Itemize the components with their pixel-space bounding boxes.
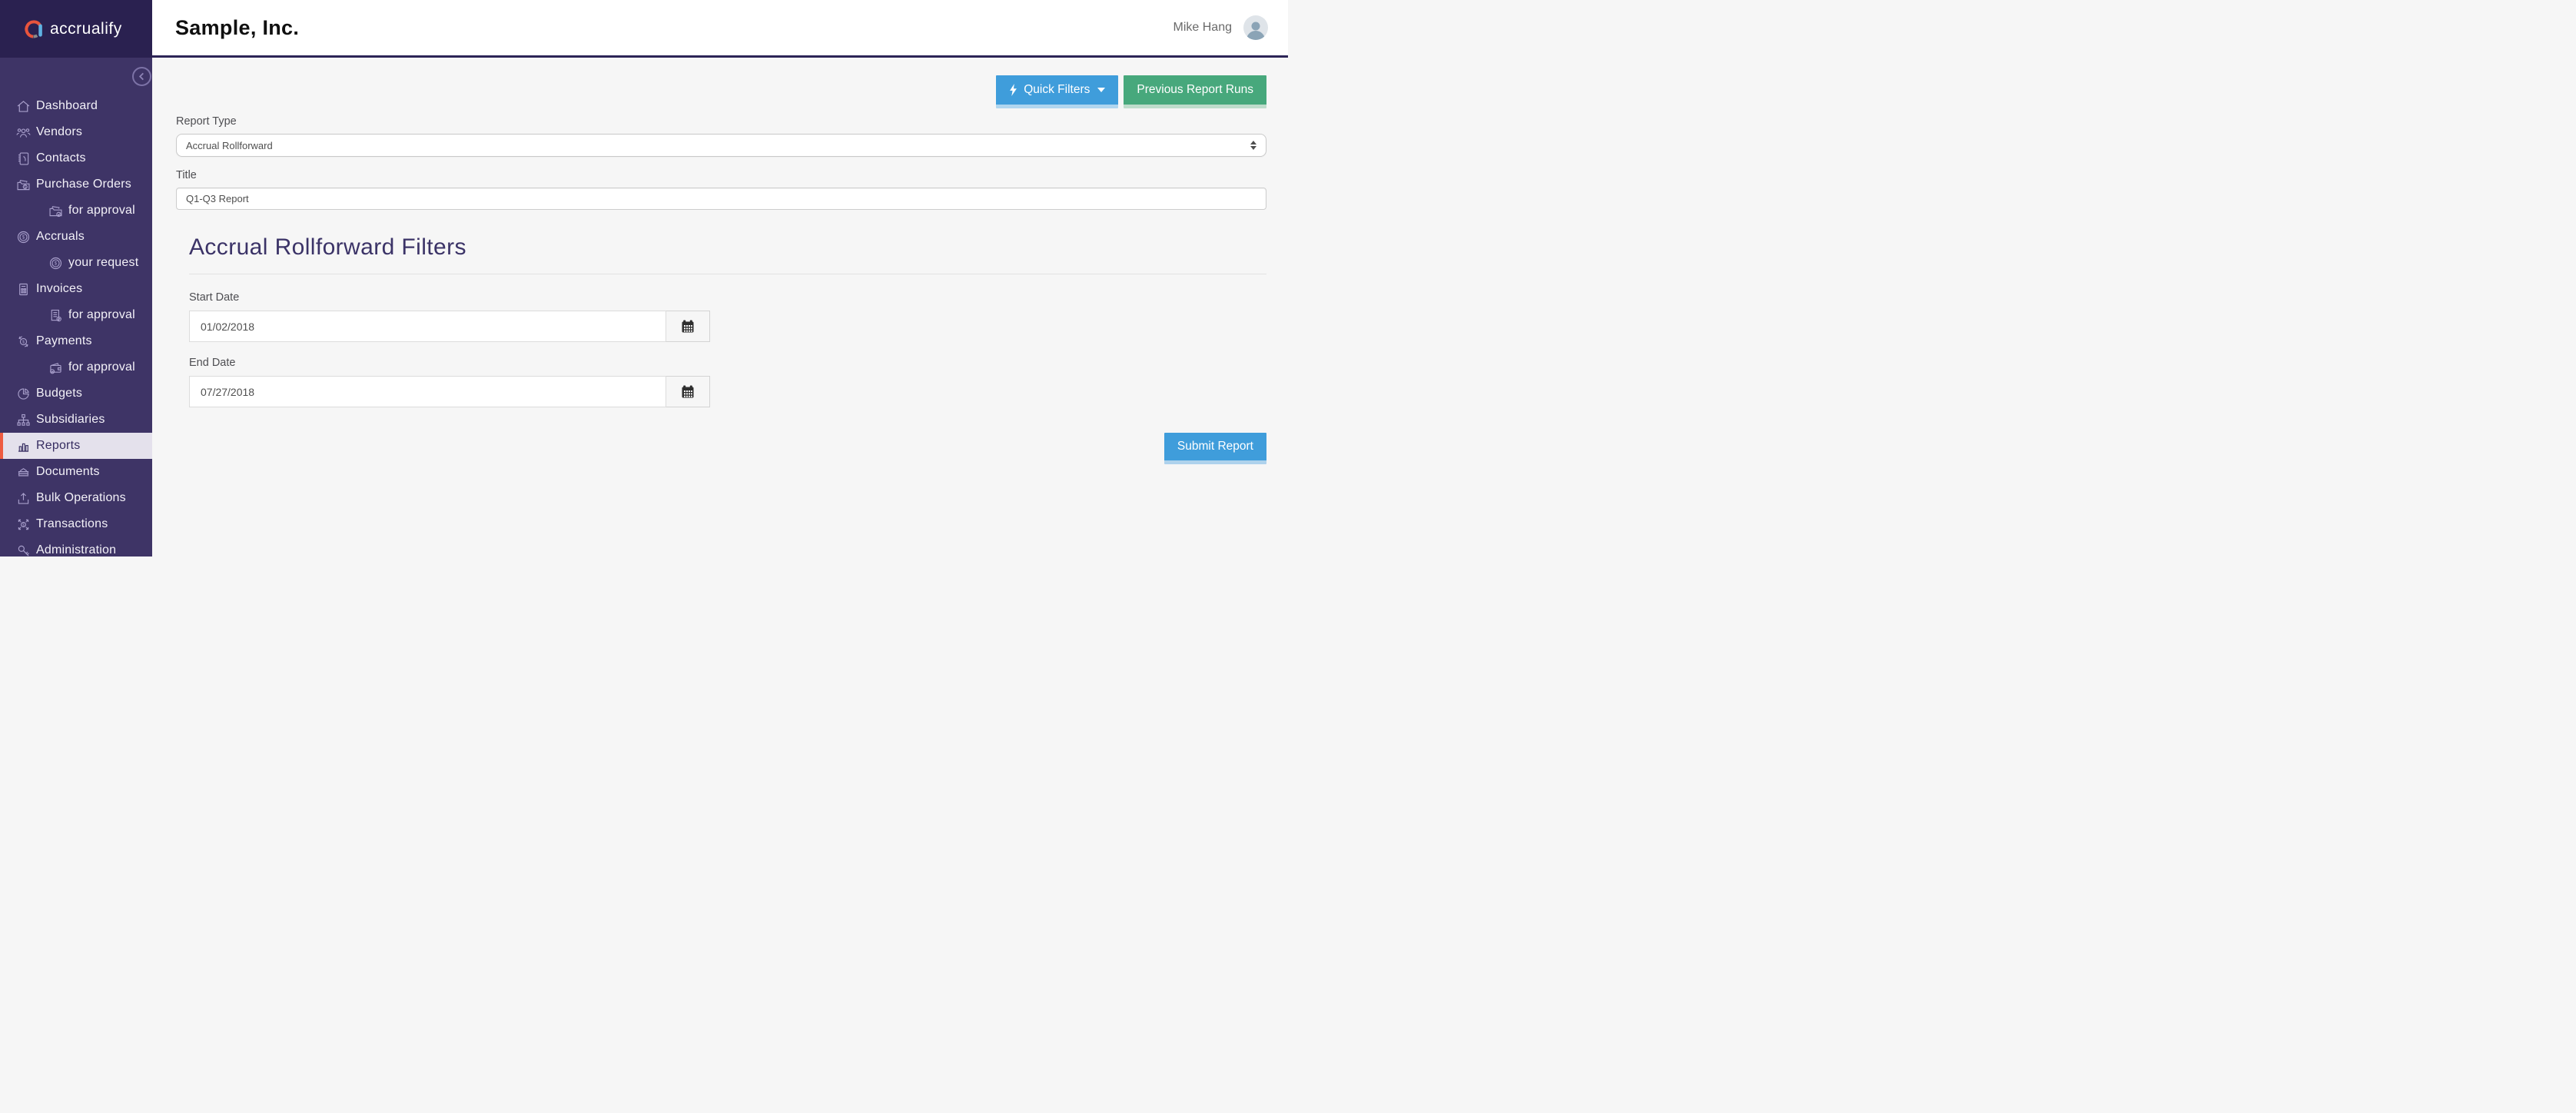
top-header: Sample, Inc. Mike Hang (152, 0, 1288, 58)
sidebar-item-label: Purchase Orders (36, 178, 131, 191)
sidebar-item-label: Accruals (36, 230, 85, 243)
sidebar-item-label: for approval (68, 204, 135, 217)
sidebar-item-invoices-for-approval[interactable]: for approval (0, 302, 152, 328)
report-type-select[interactable]: Accrual Rollforward (176, 134, 1266, 157)
svg-text:$: $ (24, 184, 26, 189)
purchase-folder-icon: $ (15, 177, 32, 193)
end-date-label: End Date (189, 357, 236, 369)
sidebar-item-label: Transactions (36, 517, 108, 530)
folder-check-icon (48, 203, 64, 219)
previous-report-runs-button[interactable]: Previous Report Runs (1124, 75, 1266, 108)
brand-wordmark: accrualify (50, 19, 122, 38)
sidebar-item-purchase-orders[interactable]: $ Purchase Orders (0, 171, 152, 198)
end-date-calendar-button[interactable] (666, 377, 709, 407)
vendors-people-icon (15, 125, 32, 141)
invoice-calculator-icon (15, 281, 32, 297)
bar-chart-icon (15, 438, 32, 454)
submit-report-button[interactable]: Submit Report (1164, 433, 1266, 464)
user-avatar[interactable] (1243, 15, 1268, 40)
end-date-group (189, 376, 710, 407)
sidebar-item-vendors[interactable]: Vendors (0, 119, 152, 145)
sidebar: accrualify Dashboard Vendors Contacts (0, 0, 152, 556)
upload-icon (15, 490, 32, 507)
svg-text:$: $ (22, 523, 25, 527)
sidebar-item-label: Documents (36, 465, 100, 478)
sidebar-item-label: Subsidiaries (36, 413, 105, 426)
sidebar-item-administration[interactable]: Administration (0, 537, 152, 563)
sidebar-item-label: Invoices (36, 282, 83, 295)
lightning-bolt-icon (1010, 84, 1017, 96)
select-arrows-icon (1250, 141, 1256, 150)
company-name: Sample, Inc. (175, 15, 300, 39)
sidebar-item-payments-for-approval[interactable]: for approval (0, 354, 152, 380)
end-date-input[interactable] (189, 376, 666, 407)
sidebar-nav: Dashboard Vendors Contacts $ Purchase Or… (0, 93, 152, 563)
filters-section: Accrual Rollforward Filters Start Date E… (189, 234, 1266, 464)
sidebar-item-transactions[interactable]: $ Transactions (0, 511, 152, 537)
sidebar-item-payments[interactable]: $ Payments (0, 328, 152, 354)
sidebar-item-reports[interactable]: Reports (0, 433, 152, 459)
pie-chart-icon (15, 386, 32, 402)
start-date-label: Start Date (189, 291, 240, 304)
calendar-icon (682, 320, 694, 333)
stacked-docs-icon (15, 464, 32, 480)
sidebar-item-budgets[interactable]: Budgets (0, 380, 152, 407)
sidebar-item-invoices[interactable]: Invoices (0, 276, 152, 302)
title-label: Title (176, 169, 197, 181)
org-chart-icon (15, 412, 32, 428)
calendar-icon (682, 385, 694, 398)
brand-logo[interactable]: accrualify (0, 0, 152, 58)
svg-text:$: $ (22, 340, 25, 344)
sidebar-item-label: Contacts (36, 151, 86, 164)
user-name: Mike Hang (1173, 21, 1232, 34)
svg-text:$: $ (22, 234, 25, 240)
sidebar-item-accruals[interactable]: $ Accruals (0, 224, 152, 250)
sidebar-collapse-button[interactable] (132, 67, 151, 86)
sidebar-item-accruals-your-request[interactable]: $ your request (0, 250, 152, 276)
sidebar-item-subsidiaries[interactable]: Subsidiaries (0, 407, 152, 433)
document-check-icon (48, 307, 64, 324)
sidebar-item-contacts[interactable]: Contacts (0, 145, 152, 171)
chevron-left-icon (138, 72, 144, 81)
contacts-book-icon (15, 151, 32, 167)
person-icon (1247, 22, 1265, 40)
sidebar-item-po-for-approval[interactable]: for approval (0, 198, 152, 224)
sidebar-item-label: Bulk Operations (36, 491, 126, 504)
sidebar-item-label: Payments (36, 334, 92, 347)
transactions-arrows-icon: $ (15, 517, 32, 533)
caret-down-icon (1097, 88, 1106, 92)
sidebar-item-label: Vendors (36, 125, 83, 138)
sidebar-item-label: Budgets (36, 387, 83, 400)
coin-icon: $ (48, 255, 64, 271)
key-icon (15, 543, 32, 559)
start-date-group (189, 311, 710, 342)
report-toolbar: Quick Filters Previous Report Runs (176, 75, 1266, 108)
sidebar-item-label: for approval (68, 308, 135, 321)
main-content: Quick Filters Previous Report Runs Repor… (152, 60, 1288, 556)
filters-heading: Accrual Rollforward Filters (189, 234, 466, 260)
start-date-input[interactable] (189, 311, 666, 342)
sidebar-item-documents[interactable]: Documents (0, 459, 152, 485)
sidebar-item-label: Reports (36, 439, 81, 452)
wallet-check-icon (48, 360, 64, 376)
report-type-selected-value: Accrual Rollforward (186, 139, 273, 151)
payment-exchange-icon: $ (15, 334, 32, 350)
sidebar-item-label: Administration (36, 543, 117, 556)
report-type-label: Report Type (176, 115, 237, 128)
sidebar-item-dashboard[interactable]: Dashboard (0, 93, 152, 119)
home-icon (15, 98, 32, 115)
coin-icon: $ (15, 229, 32, 245)
start-date-calendar-button[interactable] (666, 311, 709, 341)
sidebar-item-bulk-operations[interactable]: Bulk Operations (0, 485, 152, 511)
sidebar-item-label: for approval (68, 360, 135, 374)
sidebar-item-label: Dashboard (36, 99, 98, 112)
accrualify-logo-icon (25, 19, 42, 38)
svg-text:$: $ (55, 261, 58, 266)
quick-filters-button[interactable]: Quick Filters (996, 75, 1119, 108)
sidebar-item-label: your request (68, 256, 139, 269)
title-input[interactable] (176, 188, 1266, 210)
